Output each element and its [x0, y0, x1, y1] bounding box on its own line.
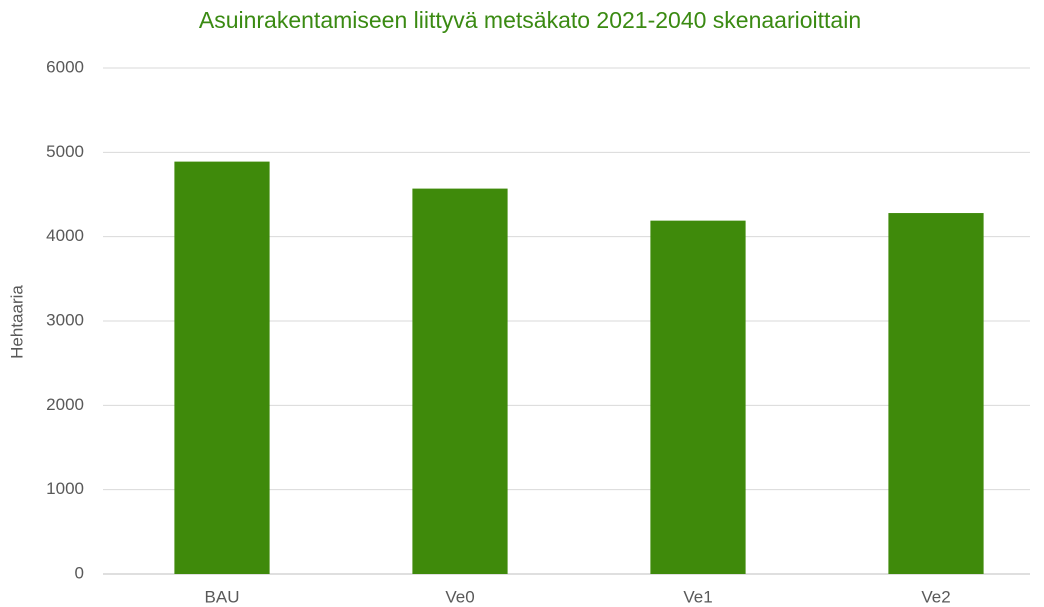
y-tick-label: 2000 — [46, 395, 84, 414]
y-tick-label: 6000 — [46, 57, 84, 76]
x-tick-label: Ve2 — [921, 587, 950, 606]
x-tick-label: Ve1 — [683, 587, 712, 606]
x-tick-label: Ve0 — [445, 587, 474, 606]
y-tick-label: 4000 — [46, 226, 84, 245]
x-tick-label: BAU — [205, 587, 240, 606]
y-axis-label: Hehtaaria — [7, 285, 26, 359]
bar — [174, 161, 270, 575]
y-tick-label: 0 — [75, 563, 84, 582]
y-tick-label: 5000 — [46, 142, 84, 161]
bar — [888, 213, 984, 574]
y-tick-label: 3000 — [46, 310, 84, 329]
bar — [412, 188, 508, 574]
y-tick-label: 1000 — [46, 479, 84, 498]
chart-title: Asuinrakentamiseen liittyvä metsäkato 20… — [199, 7, 861, 33]
bar — [650, 220, 746, 575]
